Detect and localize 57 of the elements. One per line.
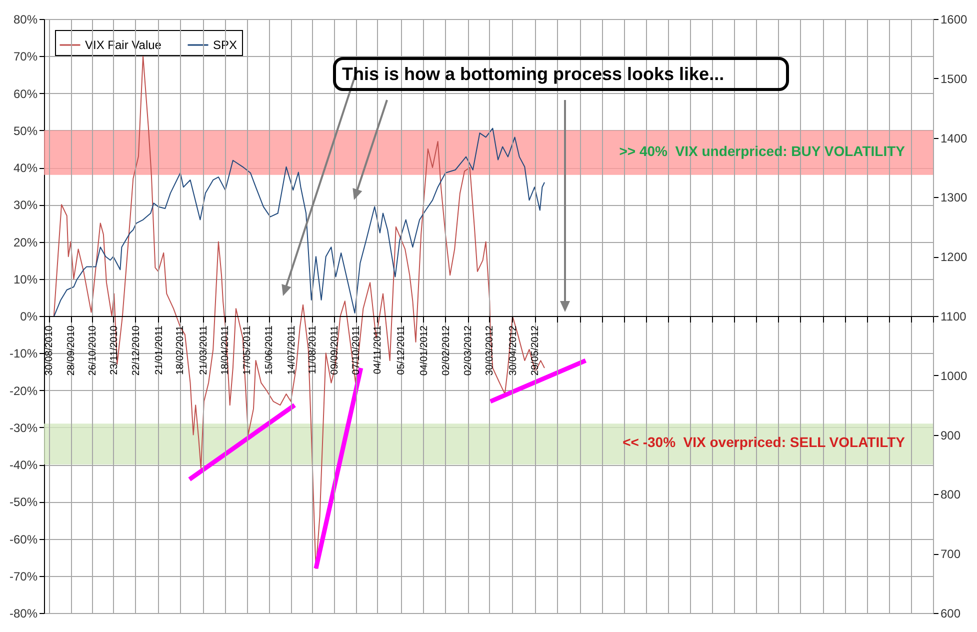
y2-tick-label: 1000 (940, 368, 968, 383)
x-tick-label: 18/04/2011 (220, 325, 232, 375)
y-tick-label: 50% (13, 124, 38, 138)
y2-tick-label: 1400 (940, 131, 968, 146)
x-tick-label: 09/09/2011 (330, 325, 341, 375)
x-tick-label: 04/01/2012 (418, 325, 430, 376)
x-tick-label: 23/11/2010 (108, 325, 120, 375)
x-tick-label: 14/07/2011 (286, 325, 298, 375)
y-tick-label: 60% (13, 86, 38, 101)
y-tick-label: -80% (9, 606, 38, 620)
x-tick-label: 22/12/2010 (130, 325, 142, 376)
x-tick-label: 30/03/2012 (484, 325, 496, 376)
y-tick-label: 70% (13, 50, 38, 64)
y2-tick-label: 700 (940, 547, 961, 562)
y-tick-label: 20% (13, 235, 38, 250)
y-tick-label: 30% (13, 198, 38, 212)
x-tick-label: 04/11/2011 (372, 325, 384, 374)
x-tick-label: 15/06/2011 (264, 325, 276, 375)
y2-tick-label: 1200 (940, 250, 968, 264)
y2-tick-label: 1300 (940, 190, 968, 205)
x-tick-label: 05/12/2011 (396, 325, 408, 375)
y-tick-label: -10% (9, 346, 38, 361)
y-tick-label: 0% (20, 310, 38, 324)
legend-label: SPX (213, 38, 238, 52)
x-tick-label: 26/10/2010 (87, 325, 98, 376)
y-tick-label: 10% (13, 272, 38, 286)
x-tick-label: 28/09/2010 (66, 325, 78, 376)
x-tick-label: 21/03/2011 (198, 325, 210, 375)
y-tick-label: -20% (9, 384, 38, 398)
line-series (53, 128, 545, 318)
x-tick-label: 30/04/2012 (508, 325, 519, 376)
y-tick-label: -50% (9, 495, 38, 510)
y-tick-label: -70% (9, 569, 38, 584)
y-tick-label: -60% (9, 532, 38, 546)
y2-tick-label: 1500 (940, 72, 968, 86)
y-tick-label: -40% (9, 458, 38, 472)
y2-tick-label: 1600 (940, 12, 968, 26)
band-label: >> 40% VIX underpriced: BUY VOLATILITY (619, 142, 905, 161)
x-tick-label: 11/08/2011 (308, 325, 319, 374)
y2-tick-label: 900 (940, 428, 961, 442)
y-tick-label: 40% (13, 161, 38, 175)
x-tick-label: 07/10/2011 (351, 325, 362, 375)
band-label: << -30% VIX overpriced: SELL VOLATILTY (622, 434, 905, 452)
y2-tick-label: 600 (940, 606, 961, 620)
x-tick-label: 17/05/2011 (242, 325, 254, 375)
x-tick-label: 21/01/2011 (154, 325, 165, 375)
x-tick-label: 02/03/2012 (463, 325, 474, 376)
y2-tick-label: 800 (940, 488, 961, 502)
y-tick-label: -30% (9, 420, 38, 435)
x-tick-label: 18/02/2011 (175, 325, 186, 375)
x-tick-label: 29/05/2012 (530, 325, 542, 376)
x-tick-label: 30/08/2010 (44, 325, 56, 376)
annotation: This is how a bottoming process looks like... (333, 57, 789, 91)
y2-tick-label: 1100 (940, 310, 967, 324)
x-tick-label: 02/02/2012 (440, 325, 452, 376)
line-series (53, 56, 545, 569)
y-tick-label: 80% (13, 12, 38, 26)
